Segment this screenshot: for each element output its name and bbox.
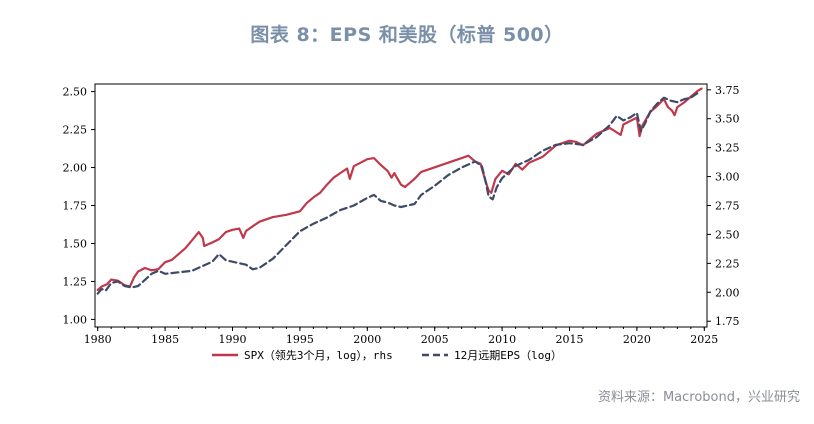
chart-legend: SPX（领先3个月，log），rhs 12月远期EPS（log） xyxy=(212,349,562,362)
x-tick-label: 1990 xyxy=(218,333,246,346)
y-right-tick-label: 3.00 xyxy=(715,171,740,184)
y-right-tick-label: 2.50 xyxy=(715,228,740,241)
y-left-tick-label: 2.50 xyxy=(63,86,88,99)
y-right-tick-label: 2.25 xyxy=(715,257,740,270)
x-tick-label: 2025 xyxy=(690,333,718,346)
y-left-tick-label: 1.00 xyxy=(63,313,88,326)
x-tick-label: 1985 xyxy=(151,333,179,346)
x-tick-label: 1980 xyxy=(84,333,112,346)
legend-item-spx-label: SPX（领先3个月，log），rhs xyxy=(244,349,393,362)
series-line-eps xyxy=(96,91,699,295)
y-right-tick-label: 3.25 xyxy=(715,142,740,155)
y-left-tick-label: 1.50 xyxy=(63,237,88,250)
y-left-tick-label: 1.25 xyxy=(63,275,88,288)
y-left-tick-label: 1.75 xyxy=(63,200,88,213)
x-tick-label: 2005 xyxy=(421,333,449,346)
x-tick-label: 2020 xyxy=(623,333,651,346)
y-right-tick-label: 3.75 xyxy=(715,84,740,97)
chart-title: 图表 8：EPS 和美股（标普 500） xyxy=(250,24,564,46)
x-tick-label: 2015 xyxy=(556,333,584,346)
chart-lines xyxy=(96,87,703,295)
series-line-spx xyxy=(96,87,703,292)
y-left-tick-label: 2.25 xyxy=(63,124,88,137)
x-tick-label: 2010 xyxy=(488,333,516,346)
y-right-tick-label: 2.00 xyxy=(715,286,740,299)
y-right-tick-label: 2.75 xyxy=(715,200,740,213)
plot-frame xyxy=(94,83,708,328)
x-tick-label: 2000 xyxy=(353,333,381,346)
y-left-tick-label: 2.00 xyxy=(63,162,88,175)
y-right-tick-label: 1.75 xyxy=(715,315,740,328)
y-right-tick-label: 3.50 xyxy=(715,113,740,126)
x-tick-label: 1995 xyxy=(286,333,314,346)
legend-item-eps-label: 12月远期EPS（log） xyxy=(454,349,562,362)
chart-axes: 1980 1985 1990 1995 2000 2005 2010 2015 2020 2025… xyxy=(63,83,740,346)
source-note: 资料来源：Macrobond，兴业研究 xyxy=(597,390,800,405)
